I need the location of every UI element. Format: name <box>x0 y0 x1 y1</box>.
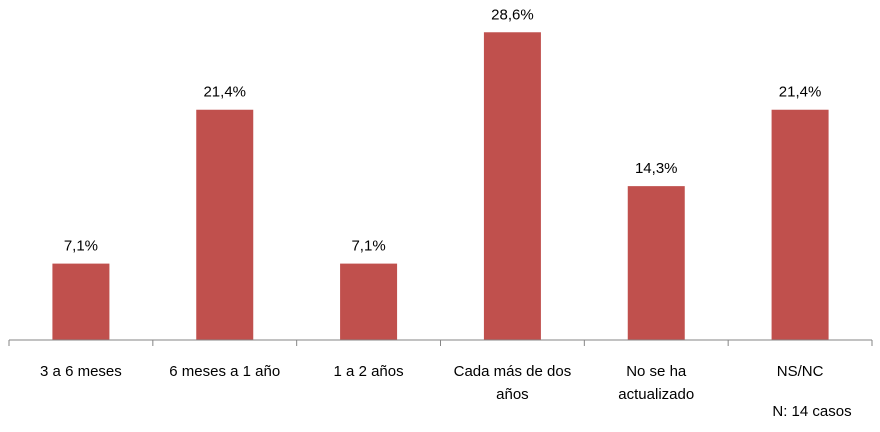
bar <box>771 109 829 341</box>
bar <box>52 263 110 340</box>
data-label: 7,1% <box>351 238 385 255</box>
x-axis: 3 a 6 meses 6 meses a 1 año 1 a 2 años Cada… <box>8 339 873 403</box>
category-label: años <box>496 386 529 403</box>
category-label: NS/NC <box>777 363 824 380</box>
category-label: 3 a 6 meses <box>40 363 122 380</box>
sample-size-note: N: 14 casos <box>772 403 851 420</box>
bar <box>627 186 685 340</box>
data-label: 21,4% <box>779 84 822 101</box>
category-label: 1 a 2 años <box>334 363 404 380</box>
bars-layer <box>52 32 829 341</box>
bar <box>483 32 541 340</box>
data-label: 28,6% <box>491 6 534 23</box>
bar <box>196 109 254 341</box>
data-label: 7,1% <box>64 238 98 255</box>
category-label: 6 meses a 1 año <box>169 363 280 380</box>
data-label: 14,3% <box>635 160 678 177</box>
labels-layer: 7,1% 21,4% 7,1% 28,6% 14,3% 21,4% <box>64 6 822 254</box>
category-label: Cada más de dos <box>454 363 572 380</box>
bar <box>340 263 398 340</box>
category-label: actualizado <box>618 386 694 403</box>
category-label: No se ha <box>626 363 687 380</box>
data-label: 21,4% <box>203 84 246 101</box>
